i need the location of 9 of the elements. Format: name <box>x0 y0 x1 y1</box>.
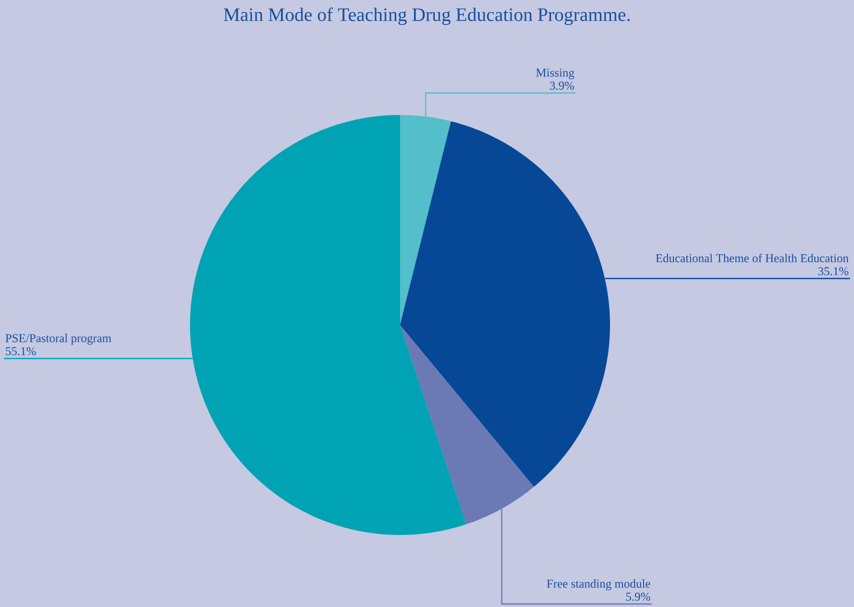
slice-label: Missing <box>536 68 574 80</box>
slice-label: Educational Theme of Health Education <box>656 254 849 262</box>
slice-label: PSE/Pastoral program <box>6 334 112 345</box>
data-label: 55.1% <box>6 347 36 356</box>
chart-title: Main Mode of Teaching Drug Education Programme. <box>224 8 630 25</box>
data-label: 35.1% <box>818 267 848 276</box>
data-label: 3.9% <box>550 82 574 90</box>
data-label: 5.9% <box>626 592 650 601</box>
slice-label: Free standing module <box>546 579 650 590</box>
